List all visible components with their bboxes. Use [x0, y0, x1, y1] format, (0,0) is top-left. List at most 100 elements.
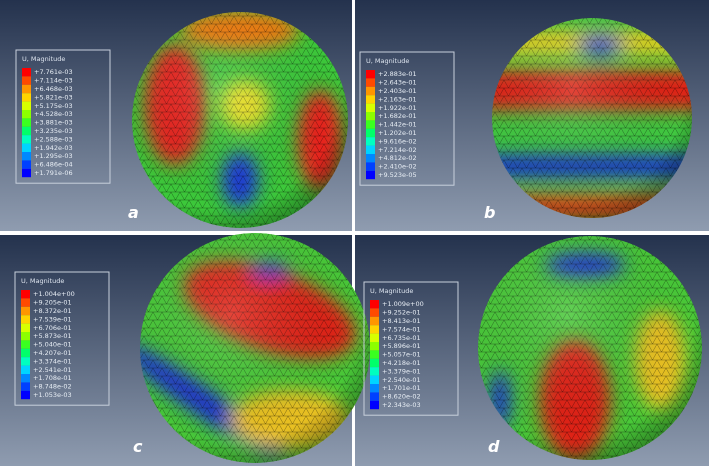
legend-swatch — [366, 146, 375, 154]
legend-value: +3.379e-01 — [382, 367, 421, 375]
legend-value: +8.620e-02 — [382, 393, 421, 401]
legend-swatch — [366, 137, 375, 145]
legend-swatch — [22, 169, 31, 177]
panel-label: a — [128, 203, 139, 222]
legend-swatch — [22, 152, 31, 160]
legend-swatch — [22, 160, 31, 168]
legend-swatch — [370, 367, 379, 375]
legend-value: +5.873e-01 — [33, 332, 72, 340]
legend-value: +8.748e-02 — [33, 383, 72, 391]
legend-title: U, Magnitude — [366, 57, 409, 65]
legend-value: +5.057e-01 — [382, 351, 421, 359]
panel-label: b — [484, 203, 495, 222]
legend-value: +1.295e-03 — [34, 152, 73, 160]
legend-swatch — [366, 70, 375, 78]
legend-swatch — [21, 298, 30, 306]
legend-value: +7.214e-02 — [378, 146, 417, 154]
legend-swatch — [21, 391, 30, 399]
legend-swatch — [21, 382, 30, 390]
legend-value: +1.701e-01 — [382, 384, 421, 392]
legend-value: +5.175e-03 — [34, 102, 73, 110]
legend-swatch — [21, 315, 30, 323]
legend-value: +2.643e-01 — [378, 79, 417, 87]
legend-value: +3.881e-03 — [34, 119, 73, 127]
legend-value: +8.372e-01 — [33, 307, 72, 315]
legend-swatch — [21, 366, 30, 374]
legend-value: +7.114e-03 — [34, 77, 73, 85]
legend-swatch — [370, 350, 379, 358]
legend-swatch — [366, 104, 375, 112]
legend-value: +6.706e-01 — [33, 324, 72, 332]
legend-swatch — [366, 95, 375, 103]
legend-swatch — [21, 332, 30, 340]
legend-value: +1.004e+00 — [33, 290, 75, 298]
legend-swatch — [370, 401, 379, 409]
legend-value: +5.821e-03 — [34, 93, 73, 101]
figure: U, Magnitude +7.761e-03+7.114e-03+6.468e-… — [0, 0, 709, 466]
legend-value: +7.761e-03 — [34, 68, 73, 76]
legend-value: +1.009e+00 — [382, 300, 424, 308]
legend-value: +1.942e-03 — [34, 144, 73, 152]
legend-value: +9.205e-01 — [33, 299, 72, 307]
legend-swatch — [22, 118, 31, 126]
legend-swatch — [22, 102, 31, 110]
legend-swatch — [21, 290, 30, 298]
legend-swatch — [21, 349, 30, 357]
legend-value: +1.682e-01 — [378, 112, 417, 120]
legend-swatch — [370, 334, 379, 342]
legend-swatch — [22, 144, 31, 152]
legend-value: +1.922e-01 — [378, 104, 417, 112]
legend-value: +1.202e-01 — [378, 129, 417, 137]
legend-swatch — [366, 162, 375, 170]
legend-swatch — [366, 154, 375, 162]
legend-title: U, Magnitude — [370, 287, 413, 295]
legend-value: +6.468e-03 — [34, 85, 73, 93]
legend-swatch — [370, 384, 379, 392]
legend-value: +3.374e-01 — [33, 357, 72, 365]
legend-value: +1.442e-01 — [378, 121, 417, 129]
legend-title: U, Magnitude — [21, 277, 64, 285]
legend-value: +9.616e-02 — [378, 137, 417, 145]
legend-swatch — [22, 93, 31, 101]
legend-value: +1.791e-06 — [34, 169, 73, 177]
legend-swatch — [21, 324, 30, 332]
legend-value: +6.735e-01 — [382, 334, 421, 342]
legend-swatch — [21, 307, 30, 315]
legend-value: +7.574e-01 — [382, 325, 421, 333]
legend-swatch — [22, 135, 31, 143]
legend-swatch — [370, 325, 379, 333]
legend-swatch — [370, 376, 379, 384]
legend-value: +5.040e-01 — [33, 341, 72, 349]
legend-value: +2.541e-01 — [33, 366, 72, 374]
legend-swatch — [21, 340, 30, 348]
legend-swatch — [370, 300, 379, 308]
legend-value: +6.486e-04 — [34, 161, 73, 169]
legend-swatch — [366, 78, 375, 86]
legend-value: +1.708e-01 — [33, 374, 72, 382]
legend-value: +2.343e-03 — [382, 401, 421, 409]
panel-label: d — [488, 437, 500, 456]
legend-swatch — [370, 317, 379, 325]
legend-swatch — [22, 76, 31, 84]
legend-value: +4.207e-01 — [33, 349, 72, 357]
legend-value: +9.523e-05 — [378, 171, 417, 179]
legend-swatch — [22, 127, 31, 135]
panel-label: c — [133, 437, 143, 456]
legend-swatch — [366, 129, 375, 137]
legend-value: +2.883e-01 — [378, 70, 417, 78]
legend-value: +2.410e-02 — [378, 163, 417, 171]
legend-swatch — [22, 85, 31, 93]
legend-title: U, Magnitude — [22, 55, 65, 63]
legend-swatch — [21, 374, 30, 382]
legend-swatch — [366, 87, 375, 95]
legend-value: +4.528e-03 — [34, 110, 73, 118]
legend-value: +2.403e-01 — [378, 87, 417, 95]
legend-value: +5.896e-01 — [382, 342, 421, 350]
legend-value: +7.539e-01 — [33, 315, 72, 323]
legend-swatch — [22, 110, 31, 118]
legend-swatch — [370, 359, 379, 367]
legend-swatch — [370, 308, 379, 316]
legend-value: +1.053e-03 — [33, 391, 72, 399]
legend-swatch — [366, 112, 375, 120]
legend-value: +2.588e-03 — [34, 135, 73, 143]
